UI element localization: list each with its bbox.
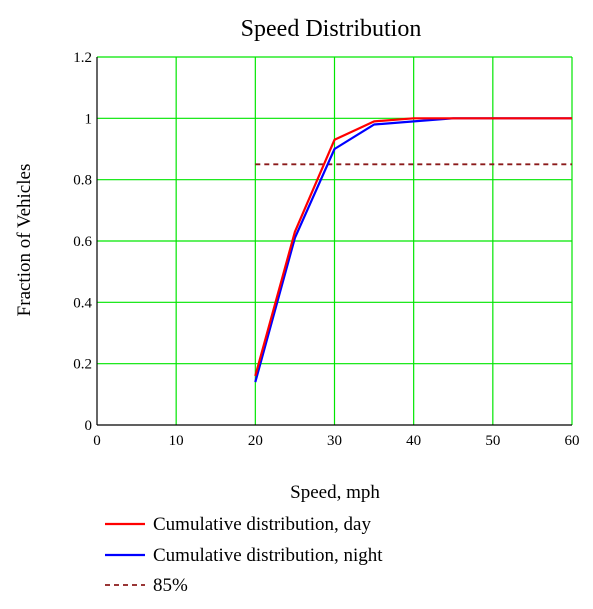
axes [96, 57, 572, 426]
y-tick-label: 1 [85, 111, 93, 127]
legend-label-1: Cumulative distribution, night [153, 545, 383, 566]
tick-labels: 0 10 20 30 40 50 60 0 0.2 0.4 0.6 0.8 1 1.2 [73, 50, 579, 449]
y-tick-label: 0.4 [73, 295, 92, 311]
y-axis-label: Fraction of Vehicles [14, 164, 35, 317]
x-tick-label: 30 [327, 433, 342, 449]
x-axis-label: Speed, mph [290, 482, 380, 503]
y-tick-label: 0.8 [73, 173, 92, 189]
x-tick-label: 0 [93, 433, 101, 449]
legend-label-0: Cumulative distribution, day [153, 514, 371, 535]
data-series [254, 117, 572, 383]
chart-title: Speed Distribution [241, 16, 422, 42]
legend-label-2: 85% [153, 575, 188, 596]
y-tick-label: 0 [85, 418, 93, 434]
y-tick-label: 0.6 [73, 234, 92, 250]
legend: Cumulative distribution, day Cumulative d… [105, 514, 383, 596]
x-tick-label: 20 [248, 433, 263, 449]
x-tick-label: 40 [406, 433, 421, 449]
series-line-0 [254, 117, 572, 377]
y-tick-label: 0.2 [73, 357, 92, 373]
x-tick-label: 10 [169, 433, 184, 449]
y-tick-label: 1.2 [73, 50, 92, 66]
x-tick-label: 50 [485, 433, 500, 449]
x-tick-label: 60 [565, 433, 580, 449]
grid-lines [97, 56, 573, 425]
